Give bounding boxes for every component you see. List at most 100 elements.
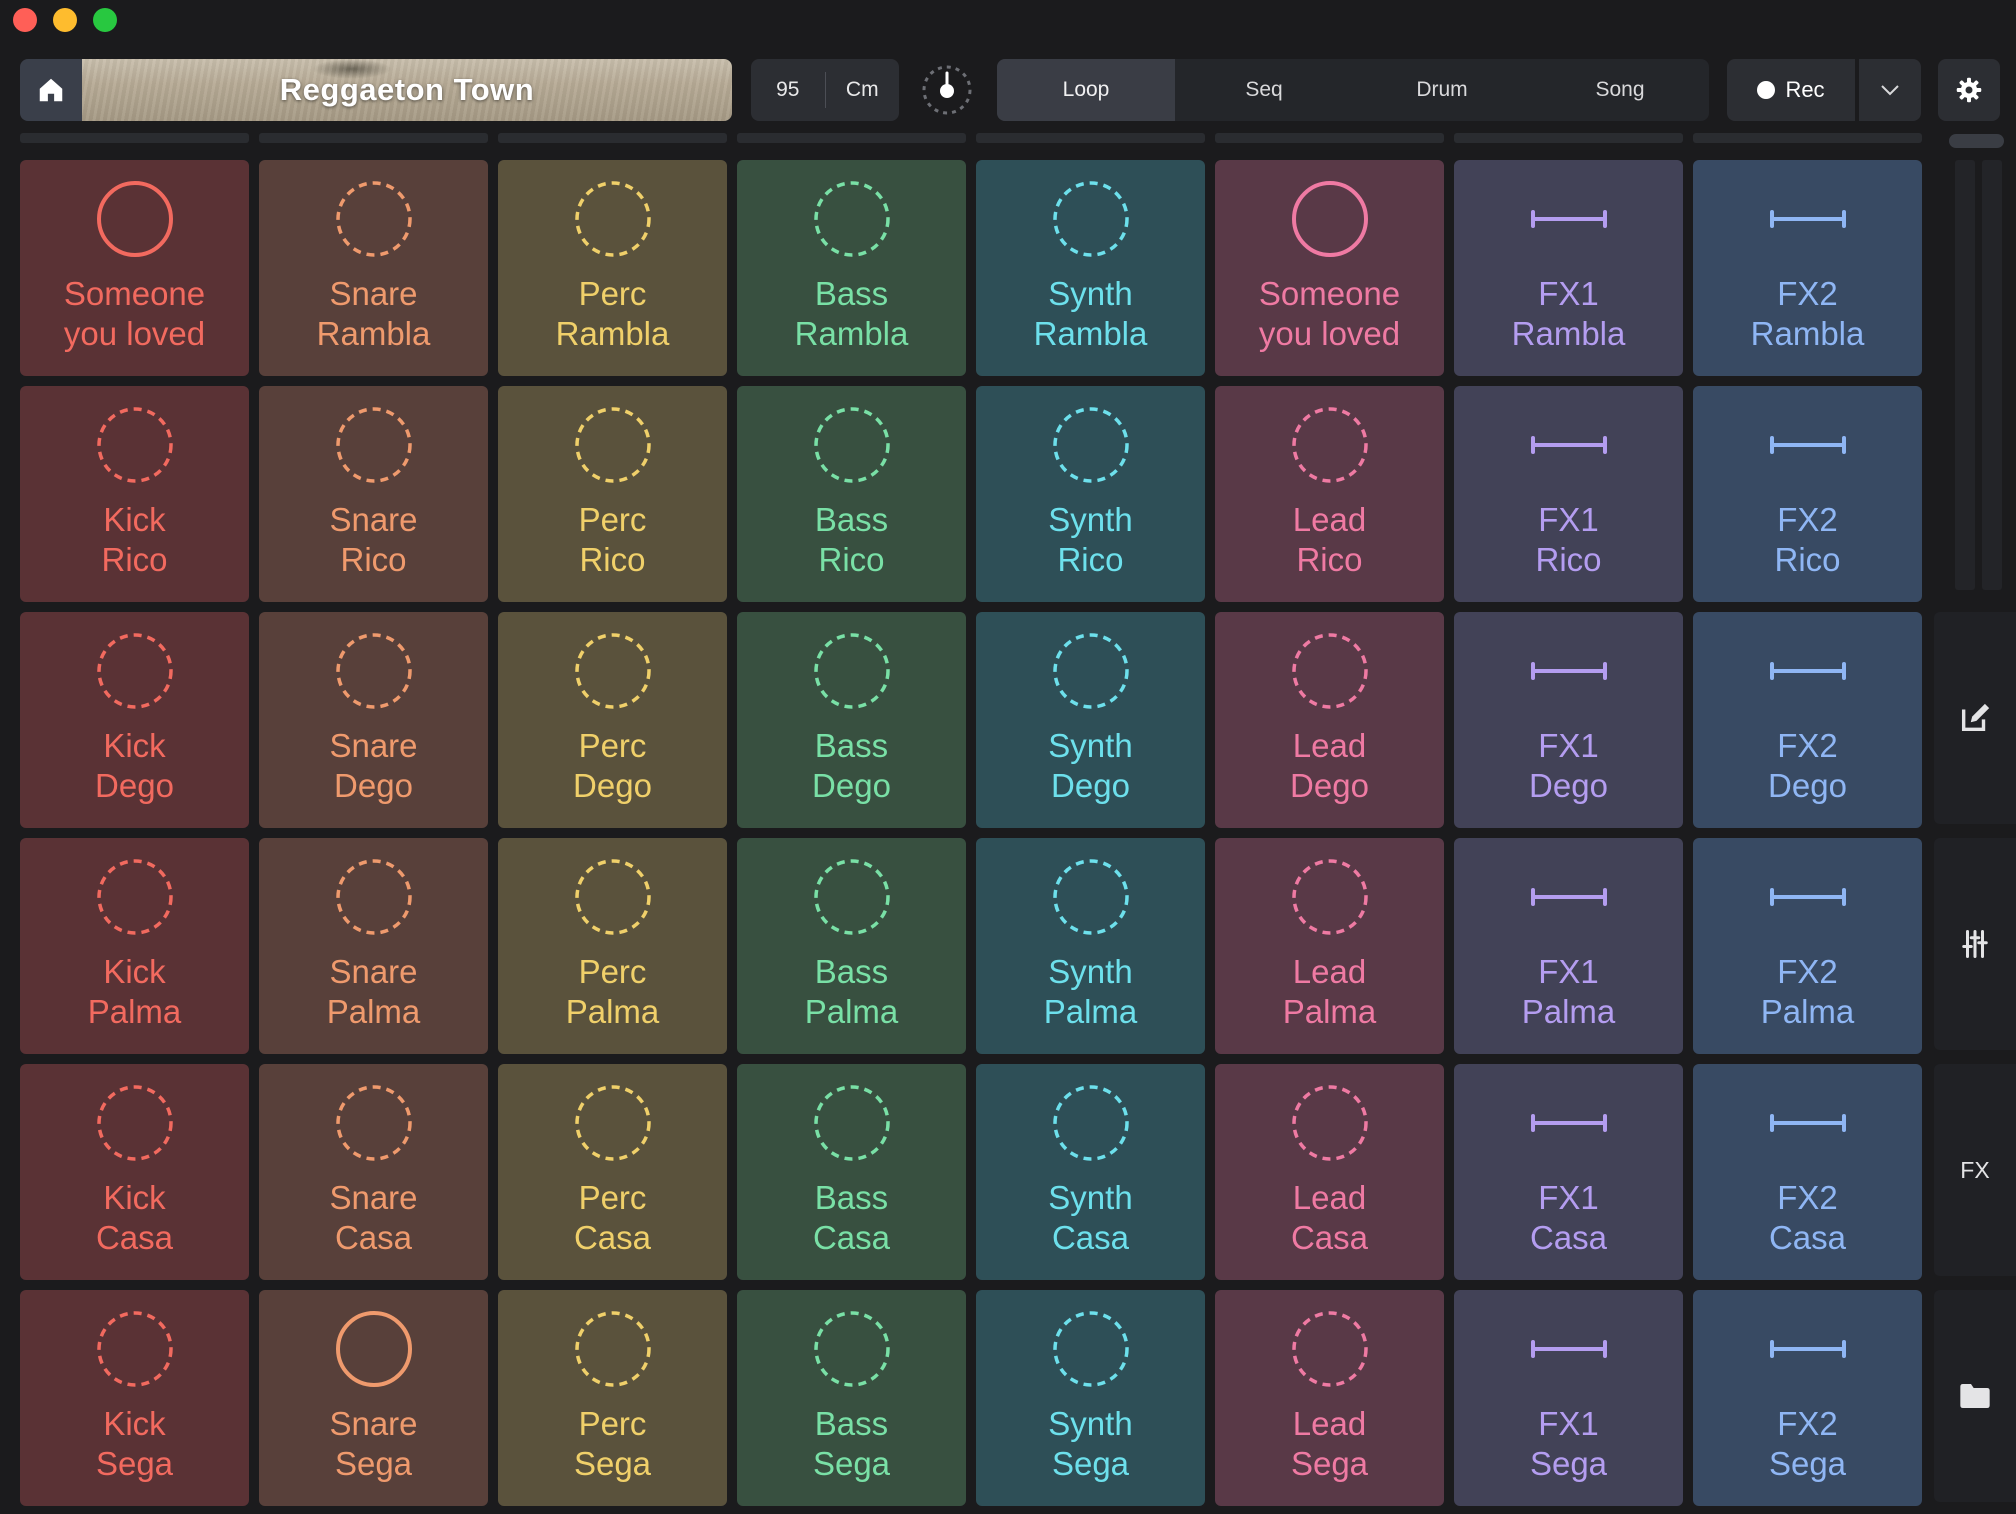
window-maximize-button[interactable] [93,8,117,32]
clip-pad[interactable]: Lead Dego [1215,612,1444,828]
clip-pad[interactable]: FX1 Dego [1454,612,1683,828]
clip-pad[interactable]: FX2 Palma [1693,838,1922,1054]
clip-pad[interactable]: Snare Rico [259,386,488,602]
clip-pad[interactable]: Kick Sega [20,1290,249,1506]
window-close-button[interactable] [13,8,37,32]
clip-pad-label-line1: FX1 [1538,1179,1599,1216]
tab-drum[interactable]: Drum [1416,78,1468,101]
clip-pad[interactable]: Synth Casa [976,1064,1205,1280]
clip-pad[interactable]: Bass Sega [737,1290,966,1506]
clip-pad-label: Lead Rico [1293,500,1366,580]
clip-pad[interactable]: Bass Palma [737,838,966,1054]
tab-loop[interactable]: Loop [997,59,1175,121]
side-tab-files[interactable] [1934,1290,2016,1502]
clip-pad-label-line2: Sega [1768,1445,1847,1482]
column-header-strip[interactable] [737,133,966,143]
record-options-button[interactable] [1859,59,1921,121]
one-shot-bar-icon [1530,180,1608,258]
key-value[interactable]: Cm [845,78,879,101]
vertical-scroll-thumb[interactable] [1949,134,2004,148]
clip-pad-label-line1: Synth [1048,1405,1133,1442]
clip-pad[interactable]: FX1 Casa [1454,1064,1683,1280]
tempo-value[interactable]: 95 [776,78,800,101]
clip-pad-label-line1: FX2 [1777,727,1838,764]
clip-pad[interactable]: Kick Dego [20,612,249,828]
column-header-strip[interactable] [259,133,488,143]
clip-pad[interactable]: Snare Casa [259,1064,488,1280]
clip-pad[interactable]: Lead Casa [1215,1064,1444,1280]
clip-pad[interactable]: Perc Casa [498,1064,727,1280]
clip-pad[interactable]: Snare Palma [259,838,488,1054]
dashed-circle-icon [1052,1084,1130,1162]
clip-pad[interactable]: Lead Sega [1215,1290,1444,1506]
tab-seq[interactable]: Seq [1245,78,1283,101]
column-header-strip[interactable] [20,133,249,143]
clip-pad[interactable]: Bass Rico [737,386,966,602]
clip-pad-label: FX2 Dego [1768,726,1847,806]
clip-pad[interactable]: Someone you loved [20,160,249,376]
clip-pad[interactable]: Synth Rico [976,386,1205,602]
clip-pad[interactable]: Someone you loved [1215,160,1444,376]
clip-pad[interactable]: FX1 Rico [1454,386,1683,602]
clip-pad-label-line1: FX1 [1538,1405,1599,1442]
clip-pad[interactable]: Snare Dego [259,612,488,828]
clip-pad[interactable]: Perc Palma [498,838,727,1054]
clip-pad-label: Lead Casa [1291,1178,1368,1258]
clip-pad-label: Bass Sega [813,1404,890,1484]
clip-pad[interactable]: Kick Palma [20,838,249,1054]
clip-pad[interactable]: Kick Casa [20,1064,249,1280]
tab-song[interactable]: Song [1595,78,1645,101]
clip-pad-label-line2: you loved [63,315,206,352]
column-header-strip[interactable] [976,133,1205,143]
clip-pad-label-line2: Rambla [1750,315,1865,352]
column-header-strip[interactable] [1693,133,1922,143]
clip-pad[interactable]: Perc Dego [498,612,727,828]
side-tab-mixer[interactable] [1934,838,2016,1050]
clip-pad[interactable]: FX1 Rambla [1454,160,1683,376]
side-tab-fx[interactable]: FX [1934,1064,2016,1276]
clip-pad[interactable]: Lead Rico [1215,386,1444,602]
clip-pad[interactable]: Synth Palma [976,838,1205,1054]
clip-pad-label: Perc Rambla [556,274,670,354]
clip-pad[interactable]: Perc Sega [498,1290,727,1506]
clip-pad[interactable]: Synth Sega [976,1290,1205,1506]
settings-button[interactable] [1938,59,2000,121]
clip-pad-label: Perc Casa [574,1178,651,1258]
clip-pad[interactable]: FX1 Palma [1454,838,1683,1054]
clip-pad[interactable]: Bass Casa [737,1064,966,1280]
clip-pad[interactable]: FX2 Dego [1693,612,1922,828]
clip-pad-label-line2: Dego [1290,767,1369,804]
clip-pad[interactable]: Perc Rambla [498,160,727,376]
home-button[interactable] [20,59,82,121]
column-header-strip[interactable] [1215,133,1444,143]
clip-pad[interactable]: FX2 Rico [1693,386,1922,602]
clip-pad[interactable]: FX2 Sega [1693,1290,1922,1506]
clip-pad-label-line1: Snare [329,1179,418,1216]
clip-pad[interactable]: Synth Dego [976,612,1205,828]
dashed-circle-icon [1052,406,1130,484]
clip-pad-label-line2: Rambla [794,315,909,352]
clip-pad-label: Lead Sega [1291,1404,1368,1484]
clip-pad[interactable]: Kick Rico [20,386,249,602]
clip-pad[interactable]: Synth Rambla [976,160,1205,376]
column-header-strip[interactable] [498,133,727,143]
clip-pad[interactable]: FX2 Rambla [1693,160,1922,376]
clip-pad[interactable]: FX1 Sega [1454,1290,1683,1506]
clip-pad[interactable]: Bass Dego [737,612,966,828]
clip-pad-label-line1: Perc [578,953,647,990]
project-title-banner[interactable]: Reggaeton Town [82,59,732,121]
clip-pad[interactable]: FX2 Casa [1693,1064,1922,1280]
clip-pad[interactable]: Perc Rico [498,386,727,602]
window-minimize-button[interactable] [53,8,77,32]
clip-pad[interactable]: Lead Palma [1215,838,1444,1054]
one-shot-bar-icon [1769,180,1847,258]
column-header-strip[interactable] [1454,133,1683,143]
clip-pad[interactable]: Snare Rambla [259,160,488,376]
dashed-circle-icon [813,632,891,710]
clip-pad[interactable]: Snare Sega [259,1290,488,1506]
clip-pad[interactable]: Bass Rambla [737,160,966,376]
record-button[interactable]: Rec [1727,59,1855,121]
metronome-icon[interactable] [920,63,974,117]
side-tab-edit[interactable] [1934,612,2016,824]
clip-pad-label-line2: Dego [1051,767,1130,804]
